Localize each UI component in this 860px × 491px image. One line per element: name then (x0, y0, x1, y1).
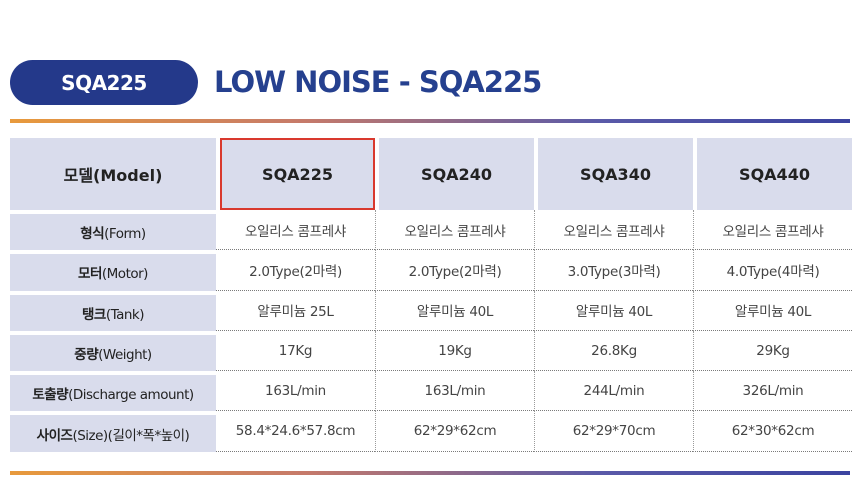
table-cell: 오일리스 콤프레샤 (216, 210, 375, 251)
model-badge: SQA225 (10, 60, 198, 105)
table-cell: 58.4*24.6*57.8cm (216, 411, 375, 452)
table-cell: 163L/min (216, 371, 375, 412)
table-cell: 2.0Type(2마력) (216, 250, 375, 291)
table-cell: 17Kg (216, 331, 375, 372)
table-cell: 알루미늄 25L (216, 291, 375, 331)
model-header-sqa340: SQA340 (534, 138, 693, 210)
table-row: 탱크(Tank) 알루미늄 25L 알루미늄 40L 알루미늄 40L 알루미늄… (10, 290, 852, 331)
table-row: 모터(Motor) 2.0Type(2마력) 2.0Type(2마력) 3.0T… (10, 250, 852, 291)
table-cell: 26.8Kg (534, 330, 693, 372)
table-cell: 29Kg (693, 330, 852, 372)
row-label-en: (Form) (104, 226, 146, 243)
table-cell: 오일리스 콤프레샤 (534, 210, 693, 251)
table-cell: 62*29*62cm (375, 411, 534, 452)
row-label-en: (Weight) (98, 347, 152, 364)
row-label-weight: 중량(Weight) (10, 330, 216, 372)
row-label-ko: 중량 (74, 347, 99, 364)
table-cell: 62*30*62cm (693, 411, 852, 452)
table-row: 형식(Form) 오일리스 콤프레샤 오일리스 콤프레샤 오일리스 콤프레샤 오… (10, 210, 852, 251)
model-header-sqa225: SQA225 (216, 138, 375, 210)
row-label-ko: 토출량 (32, 387, 69, 404)
bottom-divider (10, 471, 850, 475)
table-cell: 알루미늄 40L (693, 290, 852, 331)
row-label-en: (Size)(길이*폭*높이) (72, 427, 190, 444)
row-label-ko: 모터 (78, 266, 102, 283)
table-cell: 163L/min (375, 371, 534, 412)
row-label-ko: 탱크 (81, 306, 106, 323)
row-label-form: 형식(Form) (10, 210, 216, 251)
table-cell: 2.0Type(2마력) (375, 250, 534, 291)
row-label-tank: 탱크(Tank) (10, 290, 216, 331)
table-cell: 19Kg (375, 330, 534, 372)
row-label-discharge: 토출량(Discharge amount) (10, 371, 216, 412)
table-cell: 326L/min (693, 371, 852, 412)
table-row: 토출량(Discharge amount) 163L/min 163L/min … (10, 371, 852, 412)
corner-header: 모델(Model) (10, 138, 216, 210)
table-cell: 3.0Type(3마력) (534, 250, 693, 291)
table-cell: 알루미늄 40L (375, 290, 534, 331)
table-cell: 알루미늄 40L (534, 290, 693, 331)
row-label-en: (Motor) (101, 266, 149, 283)
model-header-sqa440: SQA440 (693, 138, 852, 210)
table-row: 사이즈(Size)(길이*폭*높이) 58.4*24.6*57.8cm 62*2… (10, 411, 852, 452)
row-label-ko: 사이즈 (36, 427, 73, 444)
table-cell: 오일리스 콤프레샤 (693, 210, 852, 251)
spec-table: 모델(Model) SQA225 SQA240 SQA340 SQA440 형식… (10, 138, 852, 452)
model-header-sqa240: SQA240 (375, 138, 534, 210)
table-cell: 오일리스 콤프레샤 (375, 210, 534, 251)
table-cell: 62*29*70cm (534, 411, 693, 452)
table-cell: 244L/min (534, 371, 693, 412)
table-header-row: 모델(Model) SQA225 SQA240 SQA340 SQA440 (10, 138, 852, 210)
top-divider (10, 119, 850, 123)
table-cell: 4.0Type(4마력) (693, 250, 852, 291)
row-label-size: 사이즈(Size)(길이*폭*높이) (10, 411, 216, 452)
row-label-en: (Tank) (105, 306, 145, 323)
table-row: 중량(Weight) 17Kg 19Kg 26.8Kg 29Kg (10, 330, 852, 372)
row-label-en: (Discharge amount) (68, 387, 194, 404)
page-title: LOW NOISE - SQA225 (214, 65, 542, 99)
row-label-ko: 형식 (80, 226, 105, 243)
row-label-motor: 모터(Motor) (10, 250, 216, 291)
